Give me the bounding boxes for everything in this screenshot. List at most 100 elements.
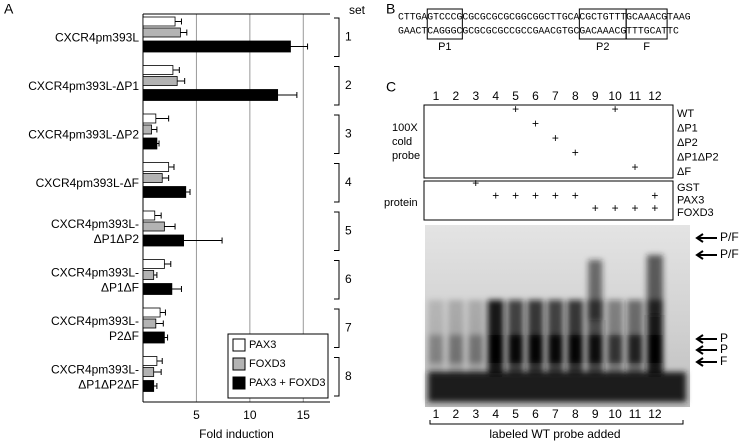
error-bar [172,67,180,73]
x-axis-title: Fold induction [199,427,274,441]
set-number: 6 [345,272,352,286]
row-group-label: protein [384,197,418,209]
set-bracket [334,66,340,106]
band [588,335,603,363]
category-label: CXCR4pm393L- [51,314,139,328]
band [628,335,642,363]
set-bracket [334,308,340,348]
bar [142,27,181,38]
site-box [426,8,463,40]
category-label: CXCR4pm393L-ΔP1 [28,79,139,93]
bar [142,318,157,329]
footer: labeled WT probe added [489,427,620,441]
row-label: ΔP1 [677,122,698,134]
lane-number: 1 [433,407,440,421]
legend-label: PAX3 + FOXD3 [249,377,326,389]
error-bar [153,272,158,278]
bar [142,16,176,27]
error-bar [164,261,172,267]
legend-label: FOXD3 [249,358,286,370]
error-bar [185,189,191,195]
set-bracket [334,17,340,57]
error-bar [156,358,163,364]
band [647,335,662,363]
bar [142,113,157,124]
row-label: ΔF [677,166,691,178]
bar [142,137,158,150]
error-bar [164,223,176,230]
error-bar [154,212,162,219]
band [429,335,443,363]
bar [142,307,161,318]
lane-number: 8 [572,407,579,421]
arrow [695,357,717,367]
lane-number: 11 [629,407,642,421]
bar [142,380,155,392]
error-bar [153,383,158,389]
lane-number: 1 [433,89,440,103]
bar [142,210,156,221]
plus: + [512,102,519,116]
set-number: 5 [345,223,352,237]
lane-number: 10 [608,89,622,103]
error-bar [180,29,188,36]
row-label: ΔP2 [677,137,698,149]
bar [142,259,165,269]
band [508,335,523,363]
plus: + [552,189,559,203]
set-title: set [349,3,366,17]
error-bar [162,175,170,181]
plus: + [572,146,579,160]
lane-number: 5 [512,407,519,421]
bar [142,234,185,247]
category-label: CXCR4pm393L-ΔF [36,176,139,190]
lane-number: 7 [552,407,559,421]
x-tick-label: 15 [297,408,311,422]
bar [142,270,155,280]
bar [142,40,291,53]
plus: + [532,189,539,203]
panel-a: 5 10 15 Fold induction set CXCR4pm393L 1 CXCR4p… [28,3,365,441]
x-tick-label: 5 [193,408,200,422]
site-label: P1 [438,41,451,53]
bracket [429,420,684,425]
lane-number: 5 [512,89,519,103]
lane-number: 12 [648,407,662,421]
smear [588,260,603,320]
lane-number: 2 [453,407,460,421]
error-bar [171,286,182,292]
arrow [695,250,717,260]
error-bar [156,140,160,147]
category-label: CXCR4pm393L [55,30,139,44]
bar [142,173,163,183]
arrow-label: F [720,354,727,368]
legend-swatch [232,338,246,352]
category-label: ΔP1ΔP2ΔF [78,377,139,391]
sequence-top: CTTGAGTCCCGCGCGCGCGCGGCGGCTTGCACGCTGTTTG… [398,12,691,23]
row-group-label: probe [392,150,420,162]
lane-number: 7 [552,89,559,103]
plus: + [572,189,579,203]
x-tick-label: 10 [243,408,257,422]
table-box [423,180,674,221]
lane-number: 6 [532,407,539,421]
set-number: 1 [345,29,352,43]
table-box [423,104,674,179]
set-bracket [334,114,340,154]
gel-bands [428,255,686,402]
row-label: ΔP1ΔP2 [677,151,719,163]
legend-label: PAX3 [249,339,276,351]
error-bar [183,237,223,244]
legend-swatch [232,376,246,390]
panel-b: CTTGAGTCCCGCGCGCGCGCGGCGGCTTGCACGCTGTTTG… [398,8,691,53]
band [528,335,543,363]
error-bar [160,309,166,316]
error-bar [151,126,158,133]
plus: + [612,201,619,215]
category-label: P2ΔF [109,329,139,343]
panel-label: C [386,79,396,95]
plus: + [651,189,658,203]
bar [142,186,187,198]
